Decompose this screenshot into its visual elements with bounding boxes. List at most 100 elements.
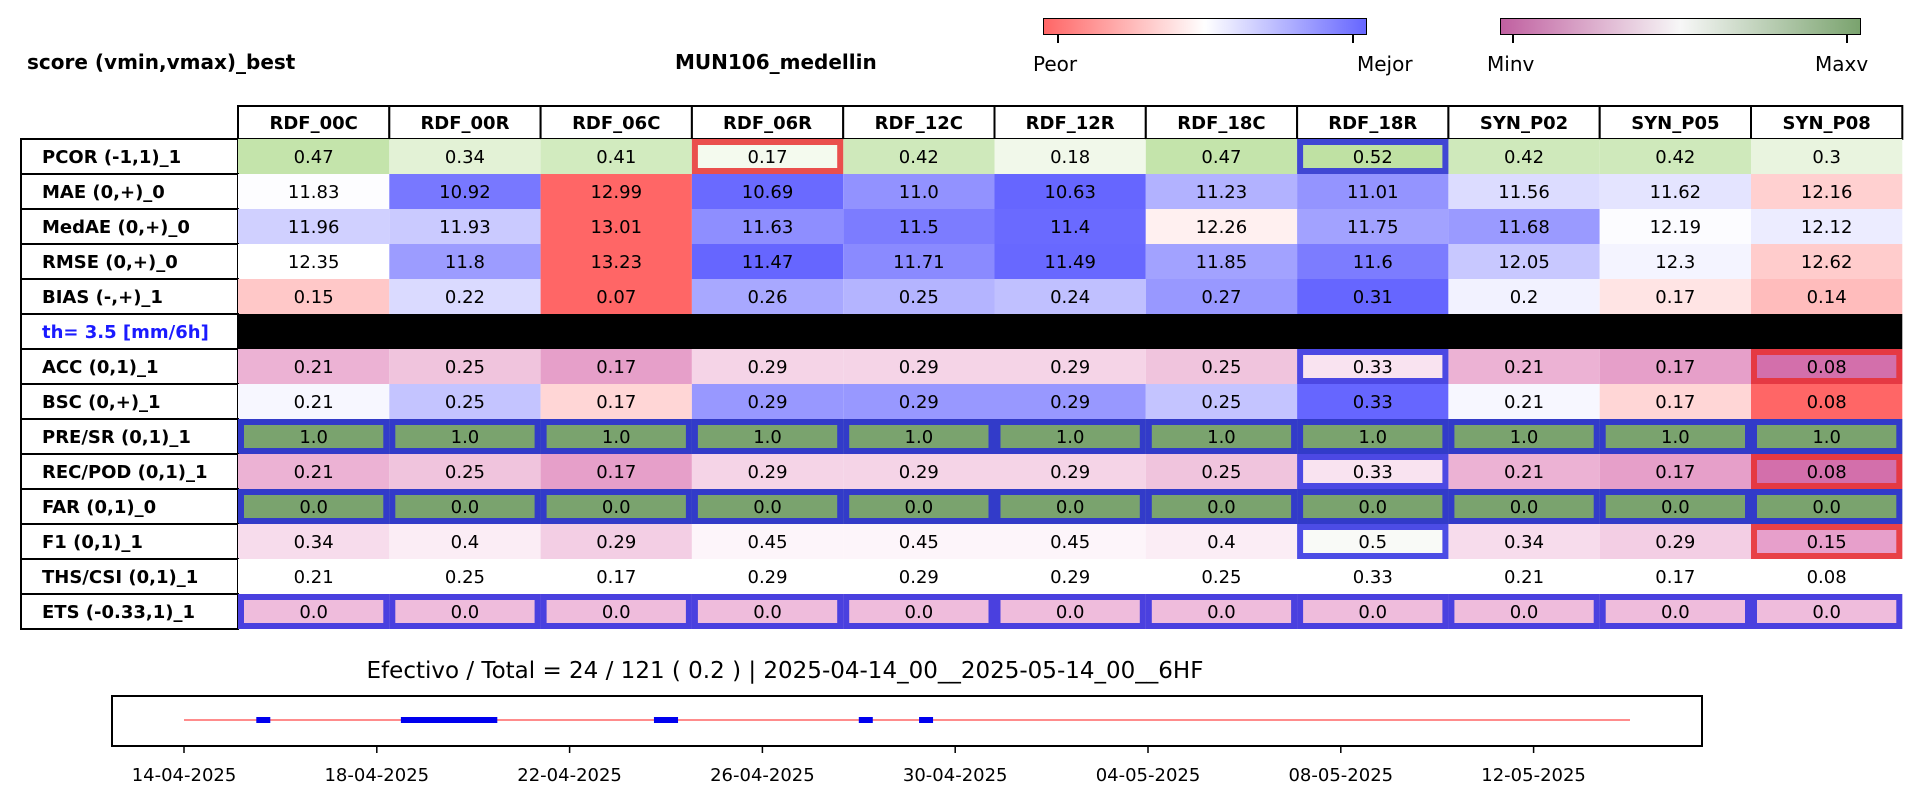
cell-value: 11.85 xyxy=(1196,252,1248,273)
column-header: SYN_P05 xyxy=(1631,113,1719,134)
cell-value: 0.33 xyxy=(1353,567,1393,588)
cell-value: 0.25 xyxy=(1201,392,1241,413)
cell-value: 0.0 xyxy=(299,602,328,623)
score-heatmap: RDF_00C RDF_00R RDF_06C RDF_06R RDF_12C RDF_1… xyxy=(20,105,1904,630)
best-score-frame xyxy=(540,419,692,454)
timeline-tick-label: 26-04-2025 xyxy=(710,765,815,786)
row-label: F1 (0,1)_1 xyxy=(42,532,143,553)
heatmap-cell xyxy=(238,209,390,244)
row-label-cell xyxy=(20,418,239,455)
cell-value: 0.25 xyxy=(1201,357,1241,378)
cell-value: 0.5 xyxy=(1358,532,1387,553)
heatmap-cell xyxy=(238,279,390,314)
heatmap-cell xyxy=(994,559,1146,594)
cell-value: 0.0 xyxy=(1358,602,1387,623)
cell-value: 0.45 xyxy=(748,532,788,553)
cell-value: 0.0 xyxy=(1661,602,1690,623)
heatmap-cell xyxy=(843,174,995,209)
heatmap-cell xyxy=(540,174,692,209)
column-header: RDF_00R xyxy=(420,113,509,134)
heatmap-cell xyxy=(1145,559,1298,594)
heatmap-cell xyxy=(540,524,692,559)
column-header-cell xyxy=(1598,105,1752,140)
cell-value: 1.0 xyxy=(1358,427,1387,448)
row-label-cell xyxy=(20,173,239,210)
cell-value: 0.25 xyxy=(445,462,485,483)
timeline-tick-label: 08-05-2025 xyxy=(1288,765,1393,786)
cell-value: 11.01 xyxy=(1347,182,1399,203)
cell-value: 0.41 xyxy=(596,147,636,168)
cell-value: 0.08 xyxy=(1807,392,1847,413)
best-score-frame xyxy=(1145,594,1298,629)
heatmap-cell xyxy=(1448,209,1600,244)
heatmap-cell xyxy=(1297,174,1449,209)
cell-value: 0.29 xyxy=(899,357,939,378)
heatmap-cell xyxy=(1599,349,1751,384)
heatmap-cell xyxy=(389,139,541,174)
cell-value: 13.23 xyxy=(590,252,642,273)
cell-value: 0.14 xyxy=(1807,287,1847,308)
heatmap-cell xyxy=(1145,139,1298,174)
heatmap-cell xyxy=(389,174,541,209)
column-header: RDF_00C xyxy=(269,113,357,134)
heatmap-cell xyxy=(238,139,390,174)
heatmap-cell xyxy=(389,279,541,314)
cell-value: 0.21 xyxy=(294,567,334,588)
heatmap-cell xyxy=(994,244,1146,279)
heatmap-cell xyxy=(843,524,995,559)
heatmap-cell xyxy=(389,384,541,419)
cell-value: 1.0 xyxy=(1207,427,1236,448)
cell-value: 13.01 xyxy=(590,217,642,238)
cell-value: 11.75 xyxy=(1347,217,1399,238)
best-score-frame xyxy=(1297,454,1449,489)
heatmap-cell xyxy=(691,209,844,244)
cell-value: 0.2 xyxy=(1510,287,1539,308)
heatmap-cell xyxy=(1297,559,1449,594)
row-label: REC/POD (0,1)_1 xyxy=(42,462,208,483)
cell-value: 0.29 xyxy=(748,357,788,378)
best-score-frame xyxy=(1448,419,1600,454)
cell-value: 0.0 xyxy=(1812,497,1841,518)
heatmap-cell xyxy=(1448,174,1600,209)
heatmap-cell xyxy=(540,384,692,419)
heatmap-cell xyxy=(238,524,390,559)
heatmap-cell xyxy=(389,209,541,244)
heatmap-cell xyxy=(1448,384,1600,419)
best-score-frame xyxy=(1297,594,1449,629)
cell-value: 0.25 xyxy=(899,287,939,308)
heatmap-cell xyxy=(691,279,844,314)
effective-segment xyxy=(919,717,934,723)
cell-value: 0.29 xyxy=(596,532,636,553)
colorbar-tick xyxy=(1512,35,1514,43)
heatmap-cell xyxy=(540,559,692,594)
best-score-frame xyxy=(843,594,995,629)
cell-value: 11.68 xyxy=(1498,217,1550,238)
heatmap-cell xyxy=(1751,139,1903,174)
colorbar-tick xyxy=(1352,35,1354,43)
cell-value: 0.17 xyxy=(596,392,636,413)
threshold-band xyxy=(238,314,1903,349)
heatmap-cell xyxy=(540,209,692,244)
cell-value: 0.29 xyxy=(1050,392,1090,413)
cell-value: 0.42 xyxy=(1504,147,1544,168)
cell-value: 0.08 xyxy=(1807,357,1847,378)
heatmap-cell xyxy=(994,384,1146,419)
heatmap-cell xyxy=(1145,384,1298,419)
row-label: ETS (-0.33,1)_1 xyxy=(42,602,195,623)
heatmap-cell xyxy=(1448,279,1600,314)
column-header-cell xyxy=(1750,105,1904,140)
heatmap-cell xyxy=(1751,384,1903,419)
heatmap-cell xyxy=(1145,174,1298,209)
heatmap-cell xyxy=(389,244,541,279)
value-colorbar xyxy=(1500,18,1861,35)
cell-value: 0.17 xyxy=(596,462,636,483)
heatmap-cell xyxy=(1145,209,1298,244)
cell-value: 0.21 xyxy=(294,462,334,483)
cell-value: 0.0 xyxy=(1812,602,1841,623)
best-score-frame xyxy=(1599,489,1751,524)
heatmap-cell xyxy=(1599,209,1751,244)
cell-value: 0.0 xyxy=(451,602,480,623)
timeline-tick-label: 22-04-2025 xyxy=(517,765,622,786)
best-score-frame xyxy=(1145,489,1298,524)
best-score-frame xyxy=(691,419,844,454)
